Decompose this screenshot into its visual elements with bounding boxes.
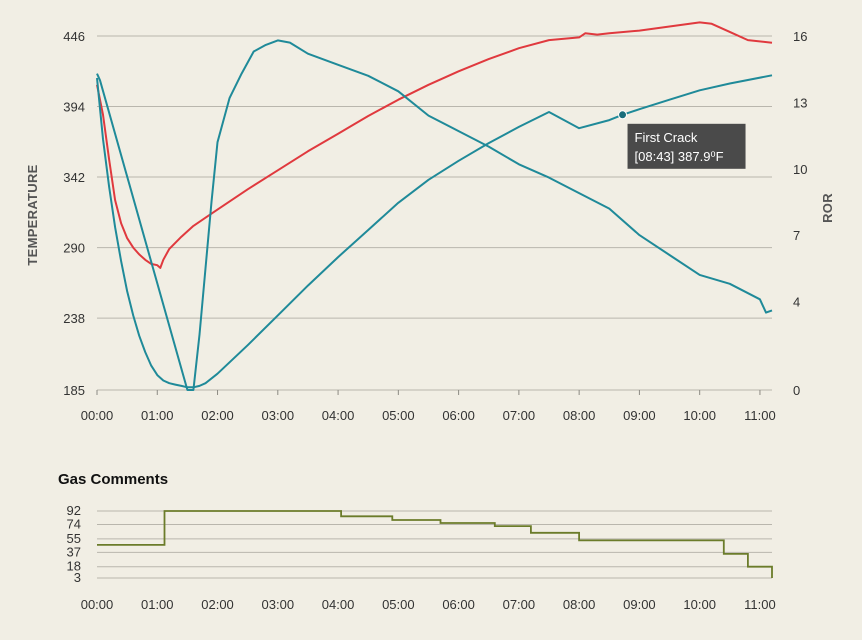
gas-x-tick-label: 10:00 bbox=[683, 597, 716, 612]
y-right-tick-label: 16 bbox=[793, 29, 807, 44]
x-tick-label: 05:00 bbox=[382, 408, 415, 423]
gas-x-tick-label: 07:00 bbox=[503, 597, 536, 612]
bean-temperature-line bbox=[96, 21, 773, 269]
gas-x-tick-label: 04:00 bbox=[322, 597, 355, 612]
x-tick-label: 09:00 bbox=[623, 408, 656, 423]
y-right-tick-label: 10 bbox=[793, 162, 807, 177]
x-tick-label: 11:00 bbox=[744, 408, 776, 423]
gas-y-tick-label: 74 bbox=[67, 517, 81, 532]
gas-y-tick-label: 55 bbox=[67, 531, 81, 546]
y-left-tick-label: 394 bbox=[63, 100, 85, 115]
y-right-tick-label: 0 bbox=[793, 383, 800, 398]
main-series bbox=[96, 21, 773, 391]
x-tick-label: 00:00 bbox=[81, 408, 114, 423]
gas-level-line bbox=[97, 510, 773, 578]
gas-y-tick-label: 18 bbox=[67, 559, 81, 574]
main-grid bbox=[97, 35, 772, 391]
first-crack-marker[interactable] bbox=[618, 110, 628, 120]
y-left-tick-label: 238 bbox=[63, 311, 85, 326]
gas-x-tick-label: 03:00 bbox=[262, 597, 295, 612]
gas-x-tick-label: 00:00 bbox=[81, 597, 114, 612]
x-tick-label: 07:00 bbox=[503, 408, 536, 423]
y-axis-right-title: ROR bbox=[820, 193, 835, 223]
gas-grid bbox=[97, 510, 772, 579]
x-tick-label: 03:00 bbox=[262, 408, 295, 423]
gas-x-tick-label: 01:00 bbox=[141, 597, 174, 612]
gas-x-tick-label: 02:00 bbox=[201, 597, 234, 612]
gas-x-tick-label: 05:00 bbox=[382, 597, 415, 612]
gas-y-tick-label: 3 bbox=[74, 570, 81, 585]
gas-y-tick-label: 92 bbox=[67, 503, 81, 518]
y-axis-left-title: TEMPERATURE bbox=[25, 164, 40, 265]
gas-y-tick-label: 37 bbox=[67, 544, 81, 559]
x-tick-label: 08:00 bbox=[563, 408, 596, 423]
gas-x-tick-label: 11:00 bbox=[744, 597, 776, 612]
y-right-tick-label: 7 bbox=[793, 228, 800, 243]
x-tick-label: 10:00 bbox=[683, 408, 716, 423]
x-tick-label: 01:00 bbox=[141, 408, 174, 423]
environment-temperature-line bbox=[96, 74, 773, 389]
first-crack-tooltip bbox=[627, 123, 746, 169]
y-left-tick-label: 185 bbox=[63, 383, 85, 398]
gas-x-tick-label: 06:00 bbox=[442, 597, 475, 612]
first-crack-annotation[interactable]: First Crack [08:43] 387.9⁰F bbox=[618, 110, 746, 169]
first-crack-tooltip-title: First Crack bbox=[635, 130, 698, 145]
x-tick-label: 06:00 bbox=[442, 408, 475, 423]
y-left-tick-label: 342 bbox=[63, 170, 85, 185]
x-tick-label: 04:00 bbox=[322, 408, 355, 423]
x-tick-label: 02:00 bbox=[201, 408, 234, 423]
first-crack-tooltip-value: [08:43] 387.9⁰F bbox=[635, 149, 724, 164]
y-right-tick-label: 4 bbox=[793, 295, 800, 310]
main-ticks: 185 238 290 342 394 446 0 4 7 10 13 16 00:00 01:00 02:… bbox=[63, 29, 807, 423]
y-left-tick-label: 446 bbox=[63, 29, 85, 44]
rate-of-rise-line bbox=[96, 39, 773, 391]
gas-x-tick-label: 08:00 bbox=[563, 597, 596, 612]
gas-comments-title: Gas Comments bbox=[58, 471, 168, 488]
y-right-tick-label: 13 bbox=[793, 95, 807, 110]
gas-x-tick-label: 09:00 bbox=[623, 597, 656, 612]
gas-series bbox=[97, 510, 773, 578]
y-left-tick-label: 290 bbox=[63, 241, 85, 256]
